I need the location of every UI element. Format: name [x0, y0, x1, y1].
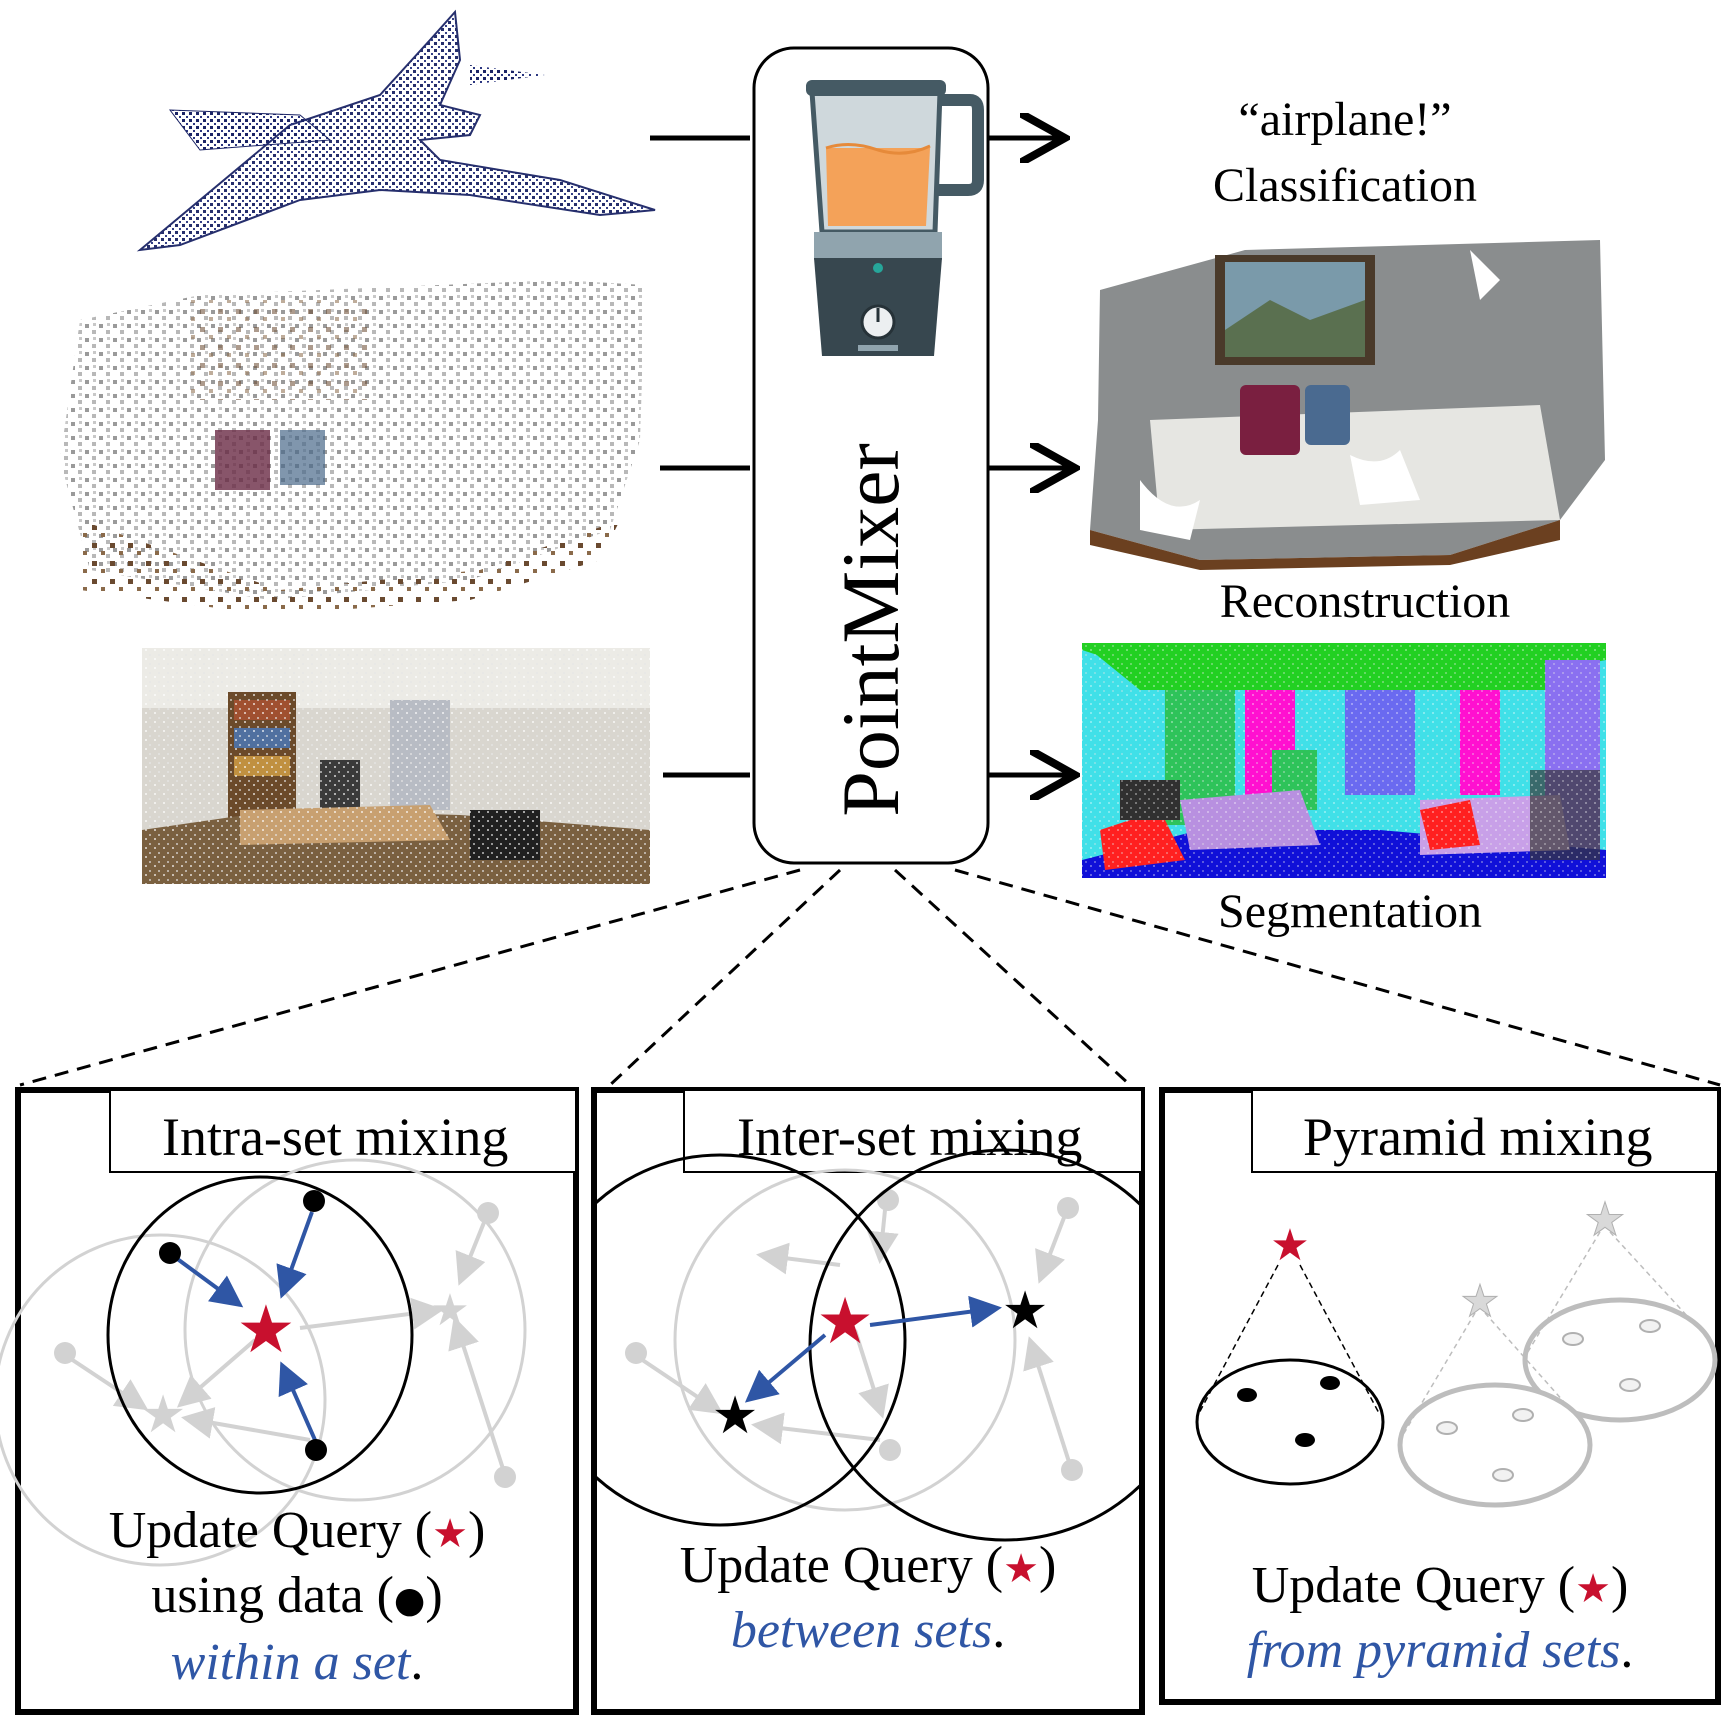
- segmentation-label: Segmentation: [1218, 885, 1482, 938]
- pyramid-diagram: ★ ★ ★: [1195, 1192, 1718, 1508]
- query-star-icon: ★: [1003, 1546, 1039, 1592]
- reconstruction-image: [1090, 240, 1605, 570]
- caption-pyramid-line2: from pyramid sets: [1246, 1622, 1621, 1679]
- blender-icon: [806, 80, 984, 356]
- panel-title-intra: Intra-set mixing: [162, 1107, 509, 1167]
- caption-pyramid-line2-end: .: [1620, 1622, 1634, 1679]
- svg-text:★: ★: [430, 1285, 469, 1336]
- caption-pyramid-line1-end: ): [1610, 1557, 1629, 1614]
- caption-intra-line2-end: ): [425, 1567, 443, 1624]
- airplane-point-cloud: [136, 9, 656, 252]
- caption-inter-line2-end: .: [992, 1602, 1006, 1659]
- caption-inter-line1-end: ): [1038, 1537, 1057, 1594]
- caption-intra-line1: Update Query (: [108, 1502, 433, 1559]
- svg-text:★: ★: [1460, 1276, 1499, 1327]
- office-scene-image: [142, 648, 650, 884]
- caption-intra-line3: within a set: [170, 1634, 411, 1691]
- svg-text:★: ★: [1270, 1220, 1309, 1271]
- reconstruction-label: Reconstruction: [1219, 575, 1511, 628]
- panel-title-pyramid: Pyramid mixing: [1303, 1107, 1653, 1167]
- caption-intra-line3-end: .: [410, 1634, 424, 1691]
- classification-quote: “airplane!”: [1238, 93, 1452, 146]
- data-dot-icon: ●: [393, 1580, 426, 1621]
- query-star-icon: ★: [432, 1511, 468, 1557]
- svg-text:★: ★: [140, 1385, 187, 1445]
- caption-inter-line1: Update Query (: [679, 1537, 1004, 1594]
- svg-text:★: ★: [712, 1386, 759, 1446]
- inter-diagram: ★ ★ ★: [597, 1148, 1139, 1542]
- query-star-icon: ★: [1575, 1566, 1611, 1612]
- caption-pyramid-line1: Update Query (: [1251, 1557, 1576, 1614]
- svg-text:★: ★: [236, 1291, 295, 1368]
- segmentation-image: [1082, 643, 1606, 878]
- caption-intra: Update Query (★) using data (●) within a…: [18, 1500, 576, 1694]
- panel-pyramid: ★ ★ ★: [1159, 1087, 1721, 1705]
- caption-pyramid: Update Query (★) from pyramid sets.: [1162, 1555, 1718, 1682]
- intra-diagram: ★ ★ ★: [0, 1158, 527, 1567]
- caption-inter-line2: between sets: [730, 1602, 993, 1659]
- classification-label: Classification: [1213, 159, 1477, 212]
- svg-text:★: ★: [1584, 1192, 1625, 1246]
- panel-inter-set: ★ ★ ★: [591, 1087, 1145, 1715]
- zoom-dashed-lines: [19, 868, 1721, 1087]
- svg-text:★: ★: [816, 1285, 873, 1359]
- pointmixer-text: PointMixer: [825, 443, 916, 817]
- svg-text:★: ★: [1002, 1281, 1049, 1341]
- caption-intra-line2: using data (: [151, 1567, 394, 1624]
- panel-title-inter: Inter-set mixing: [737, 1107, 1083, 1167]
- sparse-scene-point-cloud: [60, 280, 645, 615]
- caption-intra-line1-end: ): [467, 1502, 486, 1559]
- caption-inter: Update Query (★) between sets.: [594, 1535, 1142, 1662]
- panel-intra-set: ★ ★ ★: [0, 1087, 579, 1715]
